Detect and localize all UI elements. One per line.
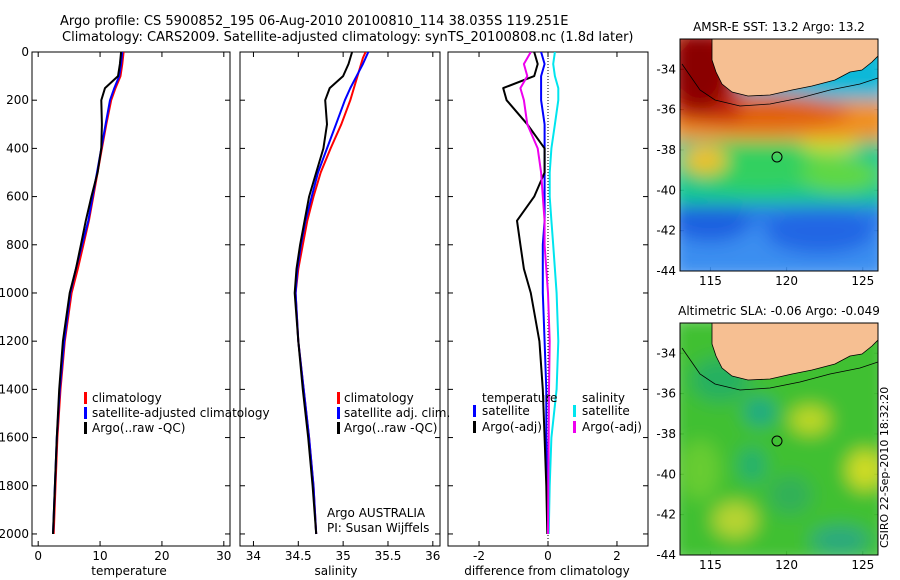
x-tick-label: 35.5	[375, 549, 402, 563]
temperature-legend: climatology satellite-adjusted climatolo…	[84, 391, 270, 435]
map-y-tick-label: -42	[656, 224, 676, 238]
sla-map-frame	[679, 322, 879, 556]
y-tick-label: 1800	[0, 479, 29, 493]
y-tick-label: 2000	[0, 527, 29, 541]
map-x-tick-label: 120	[775, 274, 798, 288]
map-y-tick-label: -34	[656, 346, 676, 360]
legend-label: Argo(-adj)	[482, 420, 542, 434]
difference-series-line	[519, 52, 551, 535]
y-tick-label: 800	[6, 238, 29, 252]
map-y-tick-label: -38	[656, 427, 676, 441]
x-tick-label: 2	[613, 549, 621, 563]
difference-xlabel: difference from climatology	[464, 564, 630, 578]
difference-series-line	[547, 52, 560, 535]
y-tick-label: 1000	[0, 286, 29, 300]
legend-swatch-temp-argo	[473, 421, 476, 433]
legend-label: satellite-adjusted climatology	[92, 406, 270, 420]
map-x-tick-label: 125	[851, 558, 874, 572]
sst-float-marker	[771, 151, 783, 163]
legend-label: Argo(..raw -QC)	[92, 421, 185, 435]
temperature-curves	[52, 52, 125, 535]
annotation-line1: Argo AUSTRALIA	[327, 506, 426, 520]
x-tick-label: 34	[246, 549, 261, 563]
sla-float-marker	[771, 435, 783, 447]
temperature-series-line	[52, 52, 123, 535]
map-x-tick-label: 115	[699, 558, 722, 572]
map-x-tick-label: 120	[775, 558, 798, 572]
map-x-tick-label: 115	[699, 274, 722, 288]
figure-title-line2: Climatology: CARS2009. Satellite-adjuste…	[62, 30, 634, 45]
legend-label: satellite	[482, 404, 530, 418]
y-tick-label: 1600	[0, 431, 29, 445]
legend-label: satellite	[582, 404, 630, 418]
legend-swatch-satellite	[337, 407, 340, 419]
salinity-curves	[293, 52, 370, 535]
x-tick-label: 0	[544, 549, 552, 563]
sst-map-frame	[679, 38, 879, 272]
y-tick-label: 400	[6, 141, 29, 155]
temperature-xlabel: temperature	[91, 564, 166, 578]
legend-swatch-temp-satellite	[473, 405, 476, 417]
difference-series-line	[502, 52, 549, 535]
map-y-tick-label: -40	[656, 183, 676, 197]
y-tick-label: 200	[6, 93, 29, 107]
x-tick-label: 0	[34, 549, 42, 563]
difference-curves	[502, 52, 560, 535]
legend-swatch-sal-argo	[573, 421, 576, 433]
legend-swatch-satellite	[84, 407, 87, 419]
legend-swatch-climatology	[337, 392, 340, 404]
y-tick-label: 1400	[0, 382, 29, 396]
x-tick-label: -2	[473, 549, 485, 563]
sst-map-title: AMSR-E SST: 13.2 Argo: 13.2	[693, 20, 865, 34]
x-tick-label: 34.5	[285, 549, 312, 563]
legend-swatch-climatology	[84, 392, 87, 404]
sst-map	[680, 39, 878, 271]
y-tick-label: 1200	[0, 334, 29, 348]
x-tick-label: 36	[425, 549, 440, 563]
legend-label: Argo(..raw -QC)	[344, 421, 437, 435]
legend-swatch-sal-satellite	[573, 405, 576, 417]
salinity-xlabel: salinity	[314, 564, 357, 578]
x-tick-label: 10	[92, 549, 107, 563]
y-tick-label: 600	[6, 190, 29, 204]
legend-label: climatology	[92, 391, 162, 405]
temperature-axes	[31, 51, 231, 547]
difference-legend: temperature salinity satellite Argo(-adj…	[473, 391, 642, 434]
map-y-tick-label: -42	[656, 508, 676, 522]
map-y-tick-label: -44	[656, 264, 676, 278]
salinity-series-line	[293, 52, 354, 535]
salinity-axes	[239, 51, 441, 547]
x-tick-label: 35	[335, 549, 350, 563]
map-y-tick-label: -44	[656, 548, 676, 562]
map-y-tick-label: -36	[656, 387, 676, 401]
map-y-tick-label: -36	[656, 103, 676, 117]
map-x-tick-label: 125	[851, 274, 874, 288]
legend-swatch-argo	[337, 422, 340, 434]
salinity-legend: climatology satellite adj. clim. Argo(..…	[327, 391, 450, 535]
x-tick-label: 20	[154, 549, 169, 563]
legend-label: Argo(-adj)	[582, 420, 642, 434]
map-y-tick-label: -34	[656, 62, 676, 76]
legend-title-temperature: temperature	[482, 391, 557, 405]
annotation-line2: PI: Susan Wijffels	[327, 521, 429, 535]
x-tick-label: 30	[216, 549, 231, 563]
sla-map	[680, 323, 878, 555]
legend-label: satellite adj. clim.	[344, 406, 450, 420]
map-y-tick-label: -38	[656, 143, 676, 157]
legend-swatch-argo	[84, 422, 87, 434]
legend-label: climatology	[344, 391, 414, 405]
y-tick-label: 0	[21, 45, 29, 59]
sla-map-title: Altimetric SLA: -0.06 Argo: -0.049	[678, 304, 880, 318]
map-y-tick-label: -40	[656, 467, 676, 481]
figure-title-line1: Argo profile: CS 5900852_195 06-Aug-2010…	[60, 14, 569, 29]
legend-title-salinity: salinity	[582, 391, 625, 405]
